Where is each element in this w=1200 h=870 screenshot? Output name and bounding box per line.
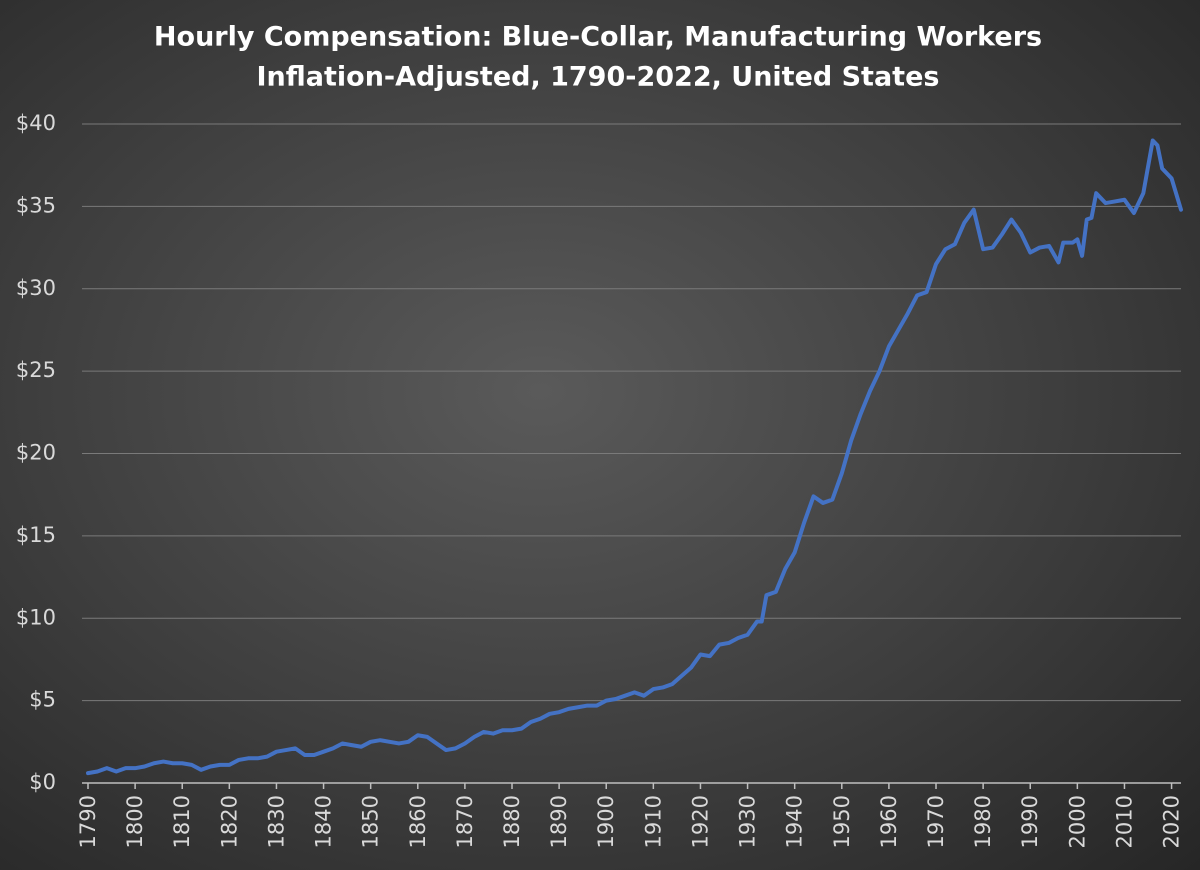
data-line	[86, 138, 1183, 776]
x-tick-label: 1810	[170, 795, 194, 848]
y-tick-label: $20	[16, 441, 56, 465]
x-tick-label: 1940	[783, 795, 807, 848]
x-tick-label: 1870	[453, 795, 477, 848]
x-tick-label: 1830	[264, 795, 288, 848]
x-tick-label: 1840	[312, 795, 336, 848]
x-tick-label: 1790	[76, 795, 100, 848]
x-tick-label: 1890	[547, 795, 571, 848]
y-tick-label: $40	[16, 111, 56, 135]
x-tick-label: 2000	[1065, 795, 1089, 848]
x-tick-label: 1850	[359, 795, 383, 848]
x-tick-label: 1860	[406, 795, 430, 848]
x-tick-label: 1970	[924, 795, 948, 848]
y-tick-label: $30	[16, 276, 56, 300]
x-tick-label: 1930	[736, 795, 760, 848]
y-tick-label: $0	[29, 770, 56, 794]
x-tick-label: 1900	[594, 795, 618, 848]
x-tick-label: 1820	[217, 795, 241, 848]
y-tick-label: $25	[16, 358, 56, 382]
y-tick-label: $5	[29, 688, 56, 712]
x-tick-label: 2010	[1112, 795, 1136, 848]
x-tick-label: 2020	[1160, 795, 1184, 848]
x-tick-label: 1800	[123, 795, 147, 848]
x-tick-label: 1920	[688, 795, 712, 848]
x-tick-label: 1910	[641, 795, 665, 848]
y-tick-label: $10	[16, 605, 56, 629]
x-tick-label: 1980	[971, 795, 995, 848]
x-tick-label: 1990	[1018, 795, 1042, 848]
x-tick-label: 1950	[830, 795, 854, 848]
y-tick-label: $35	[16, 193, 56, 217]
y-tick-label: $15	[16, 523, 56, 547]
x-tick-label: 1960	[877, 795, 901, 848]
chart-title: Hourly Compensation: Blue-Collar, Manufa…	[154, 22, 1042, 53]
chart-subtitle: Inflation-Adjusted, 1790-2022, United St…	[257, 62, 940, 93]
x-tick-label: 1880	[500, 795, 524, 848]
